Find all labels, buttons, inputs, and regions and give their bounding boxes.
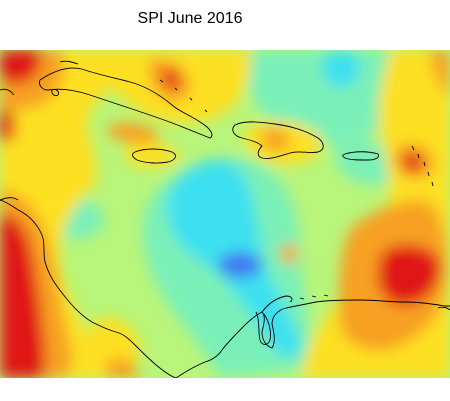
- wet-zone-north: [322, 50, 360, 89]
- dry-zone-northeast: [430, 50, 450, 95]
- guajira-peninsula-coastline: [261, 295, 293, 313]
- slightly-dry-zone-jamaica: [124, 141, 180, 168]
- cuba-coastline: [39, 67, 213, 139]
- spi-field: [0, 50, 450, 378]
- panama-coastline: [175, 349, 223, 378]
- map-title: SPI June 2016: [137, 10, 243, 27]
- very-dry-zone-northwest: [0, 50, 42, 85]
- yucatan-coastline: [0, 88, 15, 96]
- trinidad-coastline: [437, 306, 450, 311]
- jamaica-coastline: [132, 148, 176, 164]
- dry-zone-south: [105, 358, 138, 378]
- lesser-antilles-coastline: [411, 145, 434, 187]
- dry-zone-hispaniola: [261, 128, 290, 152]
- spi-map: [0, 50, 450, 378]
- dry-zone-cuba-south: [107, 123, 160, 144]
- very-dry-zone-northwest-coast: [0, 107, 16, 144]
- very-dry-zone-east: [378, 244, 441, 306]
- hispaniola-coastline: [232, 121, 324, 159]
- bahamas-coastline: [159, 79, 208, 113]
- isle-of-youth-coastline: [51, 89, 59, 97]
- dry-zone-small: [280, 243, 298, 265]
- slightly-wet-zone-north: [247, 50, 404, 146]
- abc-islands-coastline: [299, 294, 329, 300]
- very-dry-zone-lesser-antilles: [402, 153, 423, 173]
- very-wet-zone: [218, 252, 262, 278]
- honduras-coastline: [0, 197, 19, 201]
- very-dry-zone-west: [0, 214, 45, 378]
- central-america-coastline: [0, 199, 177, 378]
- puerto-rico-coastline: [342, 151, 379, 161]
- lake-maracaibo-coastline: [255, 311, 271, 345]
- coastlines: [0, 60, 450, 378]
- very-dry-zone-cuba: [162, 69, 180, 90]
- florida-keys-coastline: [59, 60, 79, 65]
